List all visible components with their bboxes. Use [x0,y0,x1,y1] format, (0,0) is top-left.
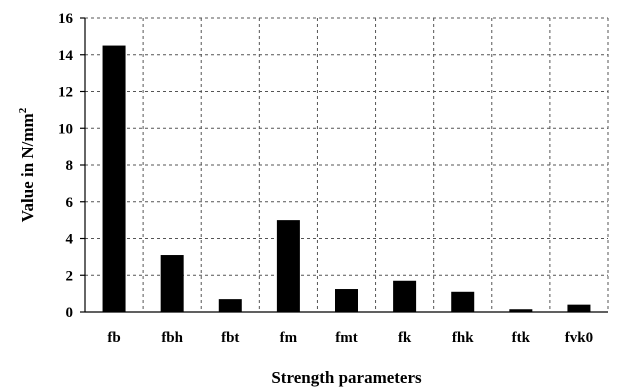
x-tick-label: fb [107,330,120,346]
x-tick-label: ftk [512,330,531,346]
y-tick-label: 6 [66,195,74,211]
bar-fb [102,45,126,312]
y-tick-label: 0 [66,305,74,321]
x-tick-labels: fb fbh fbt fm fmt fk fhk ftk fvk0 [107,330,593,346]
y-tick-label: 10 [58,121,73,137]
bar-ftk [509,309,533,312]
x-tick-label: fvk0 [565,330,593,346]
y-tick-label: 12 [58,85,73,101]
bar-fm [276,220,300,312]
x-tick-label: fbt [221,330,239,346]
y-axis-title-superscript: 2 [17,107,29,113]
y-tick-label: 8 [66,158,74,174]
bar-fmt [335,289,358,312]
y-tick-labels: 0 2 4 6 8 10 12 14 16 [58,11,74,321]
bar-fbt [218,299,242,312]
x-tick-label: fhk [452,330,474,346]
y-tick-label: 4 [66,232,74,248]
bars [102,45,591,312]
x-axis-title: Strength parameters [271,368,422,387]
y-tick-label: 16 [58,11,74,27]
x-tick-label: fm [280,330,298,346]
x-tick-label: fbh [161,330,183,346]
x-tick-label: fmt [335,330,358,346]
y-tick-label: 14 [58,48,74,64]
grid [85,17,609,312]
y-axis-title: Value in N/mm2 [17,107,37,222]
y-tick-label: 2 [66,268,74,284]
bar-fhk [451,291,475,312]
x-tick-label: fk [398,330,412,346]
bar-fvk0 [567,304,591,312]
bar-fbh [160,255,184,312]
axes [80,17,608,313]
bar-fk [393,280,417,312]
y-axis-title-text: Value in N/mm [18,113,37,222]
